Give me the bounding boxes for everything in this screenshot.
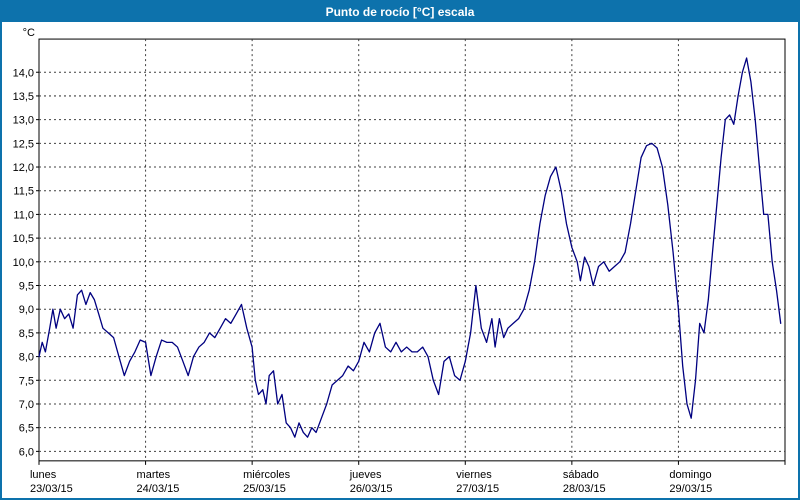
- svg-text:11,0: 11,0: [13, 209, 34, 221]
- svg-text:28/03/15: 28/03/15: [563, 483, 606, 495]
- svg-text:10,0: 10,0: [13, 257, 34, 269]
- svg-text:11,5: 11,5: [13, 186, 34, 198]
- svg-text:8,0: 8,0: [19, 352, 34, 364]
- svg-text:26/03/15: 26/03/15: [350, 483, 393, 495]
- svg-text:7,0: 7,0: [19, 399, 34, 411]
- svg-text:29/03/15: 29/03/15: [669, 483, 712, 495]
- svg-text:9,0: 9,0: [19, 304, 34, 316]
- svg-text:12,5: 12,5: [13, 138, 34, 150]
- svg-text:domingo: domingo: [669, 469, 711, 481]
- svg-text:9,5: 9,5: [19, 280, 34, 292]
- chart-canvas: 14,0 13,5 13,0 12,5 12,0 11,5 11,0 10,5 10,0 9,5 9…: [13, 27, 786, 495]
- svg-text:13,5: 13,5: [13, 91, 34, 103]
- svg-text:25/03/15: 25/03/15: [243, 483, 286, 495]
- title-bar: Punto de rocío [°C] escala: [2, 2, 798, 22]
- svg-text:23/03/15: 23/03/15: [30, 483, 73, 495]
- svg-text:viernes: viernes: [456, 469, 492, 481]
- svg-text:6,0: 6,0: [19, 446, 34, 458]
- svg-text:martes: martes: [137, 469, 171, 481]
- svg-text:14,0: 14,0: [13, 67, 34, 79]
- svg-text:12,0: 12,0: [13, 162, 34, 174]
- svg-text:lunes: lunes: [30, 469, 57, 481]
- svg-text:miércoles: miércoles: [243, 469, 291, 481]
- svg-text:sábado: sábado: [563, 469, 599, 481]
- svg-text:°C: °C: [23, 27, 35, 39]
- svg-text:27/03/15: 27/03/15: [456, 483, 499, 495]
- svg-text:6,5: 6,5: [19, 423, 34, 435]
- svg-text:7,5: 7,5: [19, 375, 34, 387]
- chart-area: 14,0 13,5 13,0 12,5 12,0 11,5 11,0 10,5 10,0 9,5 9…: [2, 22, 798, 498]
- svg-text:24/03/15: 24/03/15: [137, 483, 180, 495]
- svg-text:13,0: 13,0: [13, 115, 34, 127]
- page-title: Punto de rocío [°C] escala: [325, 5, 475, 19]
- svg-text:8,5: 8,5: [19, 328, 34, 340]
- svg-text:10,5: 10,5: [13, 233, 34, 245]
- svg-text:jueves: jueves: [349, 469, 382, 481]
